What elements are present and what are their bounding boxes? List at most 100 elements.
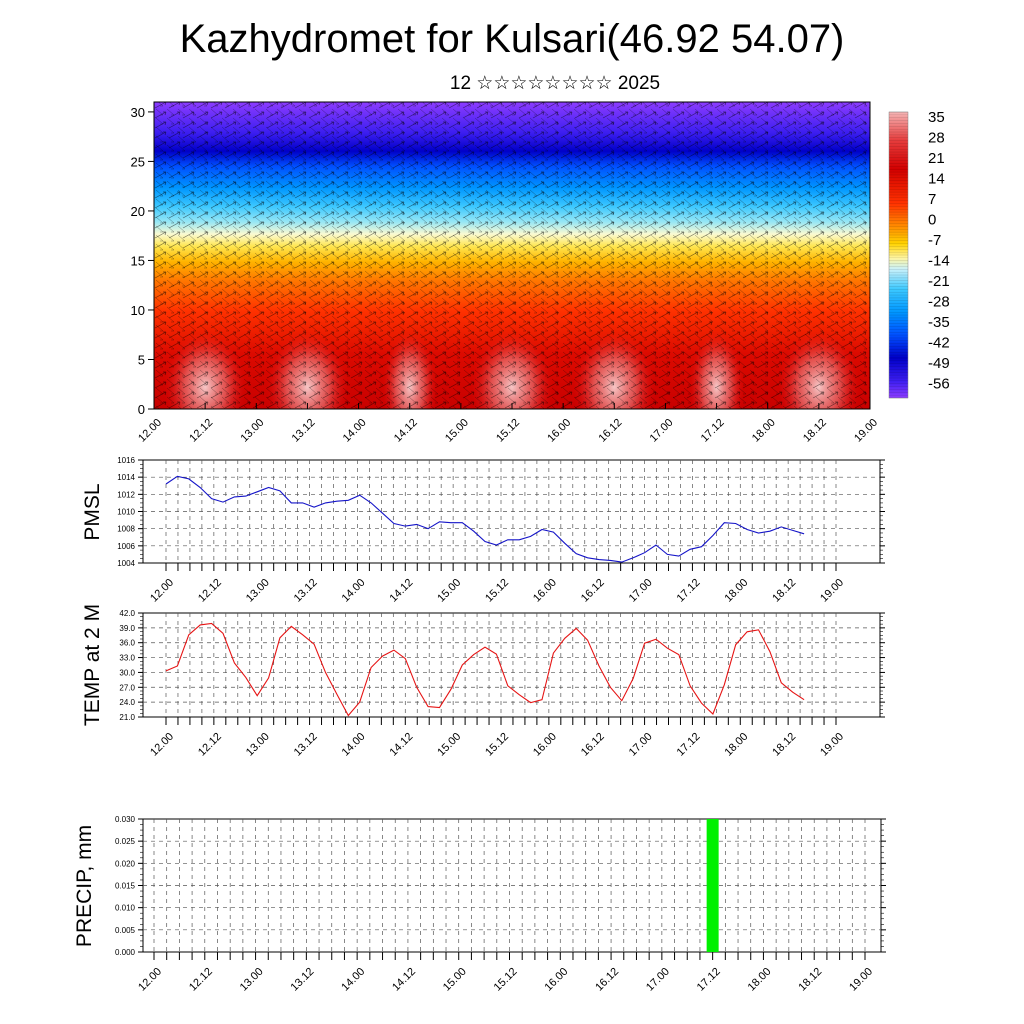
x-tick-label: 14.00	[340, 577, 368, 605]
precip-bar	[706, 819, 719, 952]
x-tick-label: 17.12	[675, 577, 703, 605]
plot-frame	[142, 612, 881, 718]
x-tick-label: 16.12	[579, 731, 607, 759]
y-tick-label: 1016	[117, 456, 135, 465]
x-tick-label: 13.12	[292, 731, 320, 759]
x-tick-label: 15.12	[492, 966, 520, 994]
x-tick-label: 12.00	[148, 577, 176, 605]
y-tick-label: 0.000	[115, 948, 136, 957]
x-tick-label: 16.00	[531, 731, 559, 759]
colorbar-label: 21	[928, 150, 945, 167]
chart-title: Kazhydromet for Kulsari(46.92 54.07)	[179, 17, 845, 61]
heatmap-y-axis: 0 5 10 15 20 25 30	[131, 105, 154, 417]
colorbar: 35 28 21 14 7 0 -7 -14 -21 -28 -35 -42 -49 -56	[888, 109, 950, 399]
y-tick-label: 24.0	[119, 698, 135, 707]
y-tick-label: 36.0	[119, 639, 135, 648]
x-tick-label: 19.00	[818, 577, 846, 605]
y-tick-label: 25	[131, 154, 145, 169]
precip-plot: 0.000 0.005 0.010 0.015 0.020 0.025 0.030 12.00…	[115, 815, 886, 994]
x-tick-label: 15.00	[441, 966, 469, 994]
y-tick-label: 0.010	[115, 904, 136, 913]
x-tick-label: 17.12	[675, 731, 703, 759]
y-tick-label: 0.030	[115, 815, 136, 824]
x-tick-label: 19.00	[818, 731, 846, 759]
temperature-axis-title: TEMP at 2 M	[81, 604, 104, 726]
x-tick-label: 14.00	[339, 966, 367, 994]
y-tick-label: 20	[131, 204, 145, 219]
y-tick-label: 42.0	[119, 609, 135, 618]
x-tick-label: 18.12	[770, 577, 798, 605]
x-tick-label: 12.00	[136, 966, 164, 994]
x-tick-label: 16.12	[593, 966, 621, 994]
x-tick-label: 13.00	[238, 966, 266, 994]
x-tick-label: 15.12	[483, 577, 511, 605]
x-tick-label: 16.12	[596, 417, 624, 445]
x-tick-label: 12.12	[196, 731, 224, 759]
x-tick-label: 14.00	[341, 417, 369, 445]
x-tick-label: 19.00	[852, 417, 880, 445]
x-tick-label: 18.00	[722, 577, 750, 605]
y-tick-label: 0.015	[115, 882, 136, 891]
y-tick-label: 30	[131, 105, 145, 120]
x-tick-label: 18.00	[750, 417, 778, 445]
x-tick-label: 18.00	[722, 731, 750, 759]
temperature-line	[165, 622, 805, 717]
x-tick-label: 17.00	[627, 577, 655, 605]
pmsl-plot: 1004 1006 1008 1010 1012 1014 1016 12.00 12.12 13…	[117, 456, 885, 605]
wind-vectors-secondary	[154, 102, 870, 409]
colorbar-label: -7	[928, 232, 941, 249]
x-tick-label: 18.12	[796, 966, 824, 994]
x-tick-label: 15.12	[483, 731, 511, 759]
x-tick-label: 17.00	[627, 731, 655, 759]
colorbar-label: 0	[928, 212, 936, 229]
x-tick-label: 18.12	[801, 417, 829, 445]
x-tick-label: 14.12	[387, 577, 415, 605]
x-tick-label: 14.00	[340, 731, 368, 759]
colorbar-levels	[889, 111, 908, 399]
x-tick-label: 17.00	[644, 966, 672, 994]
colorbar-label: 28	[928, 130, 945, 147]
precip-panel: 0.000 0.005 0.010 0.015 0.020 0.025 0.030 12.00…	[73, 815, 886, 994]
x-tick-label: 12.12	[187, 966, 215, 994]
x-tick-label: 15.00	[443, 417, 471, 445]
x-tick-label: 18.12	[770, 731, 798, 759]
x-tick-label: 12.00	[136, 417, 164, 445]
x-tick-label: 12.00	[148, 731, 176, 759]
pmsl-panel: 1004 1006 1008 1010 1012 1014 1016 12.00 12.12 13…	[81, 456, 885, 605]
colorbar-label: 14	[928, 171, 945, 188]
colorbar-label: -21	[928, 273, 950, 290]
x-tick-label: 15.12	[494, 417, 522, 445]
x-tick-label: 13.00	[238, 417, 266, 445]
y-tick-label: 5	[138, 352, 145, 367]
x-tick-label: 12.12	[196, 577, 224, 605]
chart-subtitle: 12 ☆☆☆☆☆☆☆☆ 2025	[449, 73, 661, 94]
colorbar-label: -28	[928, 294, 950, 311]
x-tick-label: 16.00	[545, 417, 573, 445]
heatmap-panel: 0 5 10 15 20 25 30 12.00 12.12 13.00 13.12 14.00 14…	[131, 101, 880, 445]
x-tick-label: 13.12	[289, 966, 317, 994]
colorbar-label: -49	[928, 355, 950, 372]
x-tick-label: 17.00	[648, 417, 676, 445]
y-tick-label: 0	[138, 402, 145, 417]
x-tick-label: 18.00	[746, 966, 774, 994]
x-tick-label: 16.00	[531, 577, 559, 605]
x-tick-label: 14.12	[392, 417, 420, 445]
y-tick-label: 30.0	[119, 668, 135, 677]
y-tick-label: 10	[131, 303, 145, 318]
y-tick-label: 39.0	[119, 624, 135, 633]
x-tick-label: 13.00	[244, 577, 272, 605]
x-tick-label: 15.00	[435, 731, 463, 759]
x-tick-label: 17.12	[695, 966, 723, 994]
y-tick-label: 0.005	[115, 926, 136, 935]
precip-axis-title: PRECIP, mm	[73, 825, 96, 947]
x-tick-label: 15.00	[435, 577, 463, 605]
colorbar-label: -14	[928, 253, 950, 270]
x-tick-label: 13.12	[292, 577, 320, 605]
y-tick-label: 21.0	[119, 713, 135, 722]
colorbar-scale	[888, 111, 909, 399]
x-tick-label: 19.00	[847, 966, 875, 994]
y-tick-label: 1004	[117, 559, 135, 568]
x-tick-label: 13.12	[290, 417, 318, 445]
y-tick-label: 27.0	[119, 683, 135, 692]
